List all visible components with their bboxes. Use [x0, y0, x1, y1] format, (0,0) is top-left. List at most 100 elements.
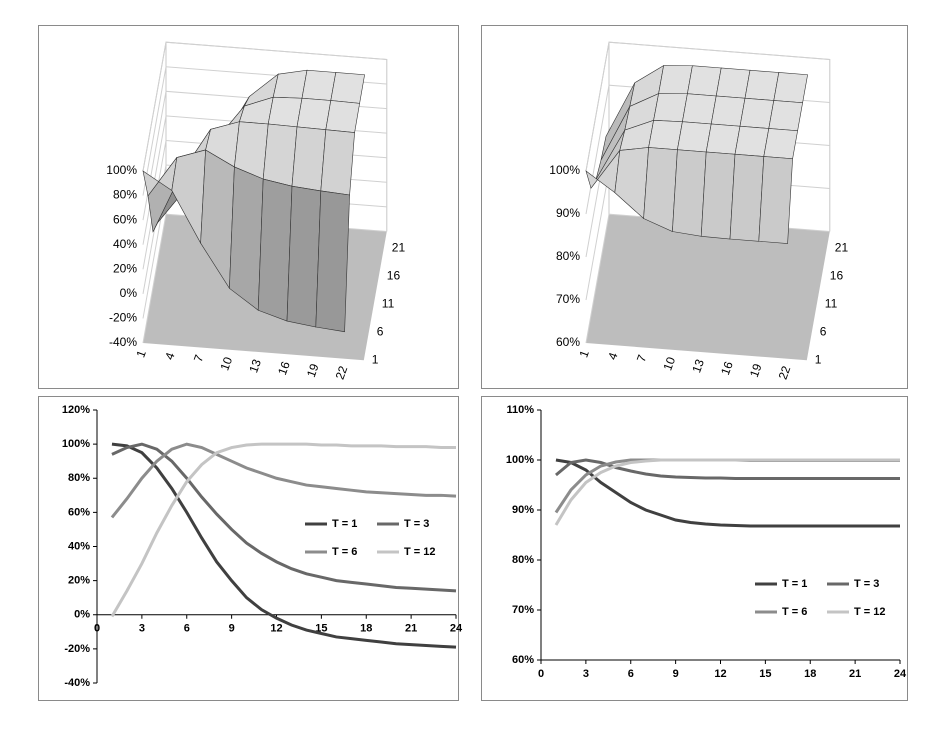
surface-cell	[658, 65, 693, 95]
legend-label: T = 3	[404, 518, 429, 530]
panel-frame	[38, 396, 459, 701]
y-tick-label: 90%	[512, 504, 534, 516]
surface-cell	[763, 128, 798, 160]
x-tick-label: 13	[246, 357, 264, 375]
x-tick-label: 16	[275, 359, 293, 377]
series-line	[111, 442, 457, 593]
legend-label: T = 1	[332, 518, 357, 530]
surface-cell	[672, 149, 707, 237]
z-tick-label: 80%	[556, 249, 580, 263]
z-tick-label: 100%	[106, 163, 137, 177]
x-tick-label: 7	[634, 353, 650, 364]
surface-cell	[677, 121, 712, 153]
x-tick-label: 4	[162, 350, 178, 361]
x-tick-label: 24	[894, 668, 907, 680]
legend-label: T = 3	[854, 578, 879, 590]
chart: -40%-20%0%20%40%60%80%100%1 4 7 10 13 16 19 221…	[106, 41, 405, 382]
x-tick-label: 13	[689, 357, 707, 375]
surface-cell	[320, 129, 355, 196]
surface-cell	[734, 125, 770, 157]
y-tick-label: 100%	[62, 438, 90, 450]
x-tick-label: 6	[184, 623, 190, 635]
surface-cell	[773, 72, 808, 104]
y-tick-label: 20%	[68, 575, 90, 587]
surface-cell	[262, 123, 298, 187]
depth-tick-label: 11	[825, 296, 838, 310]
x-tick-label: 21	[849, 668, 861, 680]
x-tick-label: 18	[360, 623, 372, 635]
series-line	[110, 442, 457, 519]
surface-cell	[729, 153, 765, 242]
surface-cell	[286, 185, 322, 328]
x-tick-label: 3	[583, 668, 589, 680]
legend-label: T = 12	[854, 606, 886, 618]
z-tick-label: -20%	[109, 311, 137, 325]
surface-cell	[291, 126, 327, 192]
surface-cell	[315, 190, 350, 333]
series-line	[110, 442, 456, 618]
grid-line	[142, 41, 387, 172]
x-tick-label: 10	[660, 355, 678, 373]
surface-cell	[705, 123, 741, 155]
series-line	[111, 442, 457, 649]
z-tick-label: 60%	[113, 212, 137, 226]
surface-cell	[682, 93, 717, 125]
series-line	[555, 458, 900, 528]
x-tick-label: 18	[804, 668, 816, 680]
surface-cell	[267, 96, 303, 128]
surface-cell	[648, 120, 683, 151]
depth-tick-label: 21	[835, 240, 849, 254]
z-tick-label: 100%	[549, 163, 580, 177]
z-tick-label: 20%	[113, 261, 137, 275]
y-tick-label: 100%	[506, 454, 534, 466]
y-tick-label: 60%	[512, 654, 534, 666]
y-tick-label: 70%	[512, 604, 534, 616]
surface-cell	[330, 72, 365, 104]
depth-tick-label: 6	[377, 324, 384, 338]
x-tick-label: 22	[333, 364, 351, 382]
x-tick-label: 6	[628, 668, 634, 680]
surface-cell	[229, 166, 264, 311]
grid-line	[585, 41, 830, 172]
surface-cell	[643, 147, 678, 232]
x-tick-label: 24	[450, 623, 463, 635]
panel-frame	[481, 396, 908, 701]
x-tick-label: 22	[776, 364, 794, 382]
z-tick-label: 40%	[113, 237, 137, 251]
y-tick-label: 80%	[512, 554, 534, 566]
surface-cell	[739, 97, 775, 129]
surface-cell	[325, 100, 360, 133]
y-tick-label: 120%	[62, 404, 90, 416]
x-tick-label: 10	[217, 355, 235, 373]
x-tick-label: 4	[605, 350, 621, 361]
x-tick-label: 0	[538, 668, 544, 680]
surface-cell	[710, 95, 746, 127]
surface-cell	[687, 65, 722, 97]
x-tick-label: 16	[718, 359, 736, 377]
x-tick-label: 1	[133, 348, 149, 359]
surface-cell	[744, 69, 780, 101]
x-tick-label: 21	[405, 623, 417, 635]
y-tick-label: 80%	[68, 472, 90, 484]
z-tick-label: 90%	[556, 206, 580, 220]
x-tick-label: 15	[759, 668, 771, 680]
z-tick-label: -40%	[109, 335, 137, 349]
x-tick-label: 1	[576, 348, 592, 359]
depth-tick-label: 11	[382, 296, 395, 310]
surface-cell	[301, 69, 337, 101]
z-tick-label: 70%	[556, 292, 580, 306]
y-tick-label: 110%	[506, 404, 534, 416]
x-tick-label: 12	[270, 623, 282, 635]
z-tick-label: 0%	[120, 286, 138, 300]
x-tick-label: 7	[191, 353, 207, 364]
y-tick-label: 60%	[68, 506, 90, 518]
depth-tick-label: 1	[815, 352, 822, 366]
legend-label: T = 6	[782, 606, 807, 618]
chart: 60% 70% 80% 90% 100% 110% 0 3 6 9 12 15 18 21 24 T = 1 T…	[506, 404, 907, 680]
y-tick-label: -40%	[64, 677, 90, 689]
legend-label: T = 1	[782, 578, 807, 590]
x-tick-label: 9	[229, 623, 235, 635]
surface-cell	[768, 100, 803, 132]
